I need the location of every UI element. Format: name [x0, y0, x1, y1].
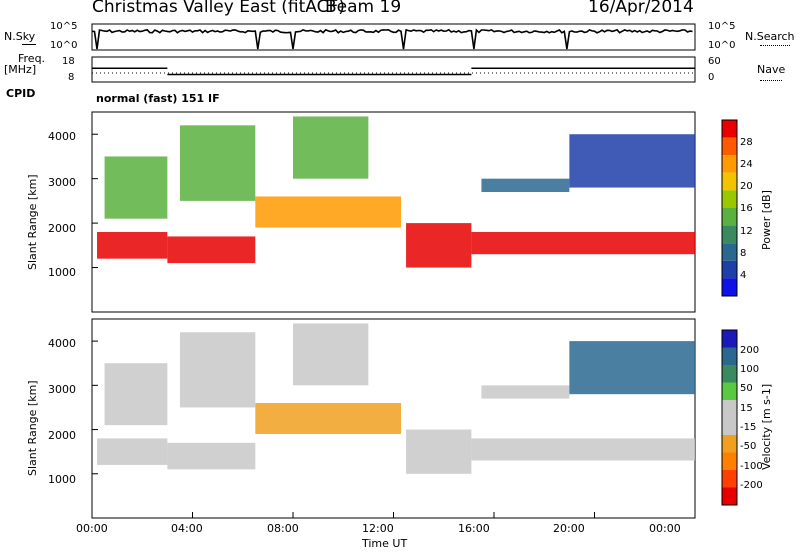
power-colorbar-seg-5 — [722, 208, 737, 226]
power-cb-tick-4: 4 — [740, 270, 747, 281]
noise-ytick-right-bottom: 10^0 — [708, 40, 736, 51]
beam-label: Beam 19 — [325, 0, 402, 17]
velocity-panel-echo-2 — [255, 403, 402, 434]
nsky-label: N.Sky — [4, 30, 36, 43]
nave-label: Nave — [757, 63, 786, 76]
power-colorbar-frame — [721, 119, 738, 297]
nave-ytick-right-bottom: 0 — [708, 72, 715, 83]
xtick-2400: 00:00 — [649, 522, 681, 535]
power-panel-frame — [91, 111, 696, 313]
velocity-panel-echo-0 — [97, 438, 168, 465]
cpid-value: normal (fast) 151 IF — [96, 92, 220, 105]
power-panel-echo-5 — [481, 178, 570, 192]
nave-ytick-right-top: 60 — [708, 56, 721, 67]
velocity-panel-echo-1 — [167, 442, 256, 470]
velocity-panel-echo-3 — [406, 429, 472, 474]
velocity-panel-echo-9 — [569, 341, 695, 395]
velocity-colorbar-seg-4 — [722, 400, 737, 418]
vel-cb-tick-100: 100 — [740, 364, 760, 375]
power-panel-echo-7 — [179, 125, 256, 201]
velocity-ytick-1000: 1000 — [48, 473, 76, 486]
freq-unit-label: [MHz] — [4, 63, 37, 76]
velocity-ytick-4000: 4000 — [48, 337, 76, 350]
velocity-colorbar-seg-3 — [722, 382, 737, 400]
velocity-colorbar-seg-0 — [722, 330, 737, 348]
noise-ytick-left-top: 10^5 — [50, 21, 78, 32]
power-ytick-2000: 2000 — [48, 222, 76, 235]
noise-series-line — [91, 28, 693, 50]
vel-cb-tick-200: 200 — [740, 345, 760, 356]
velocity-panel-echo-8 — [293, 323, 369, 386]
power-panel-echo-8 — [293, 116, 369, 179]
power-colorbar-seg-8 — [722, 260, 737, 279]
power-panel-echo-3 — [406, 223, 472, 268]
power-panel-echo-2 — [255, 196, 402, 228]
power-panel-echo-4 — [471, 232, 695, 255]
date-label: 16/Apr/2014 — [588, 0, 694, 17]
vel-cb-tick-m100: -100 — [740, 461, 763, 472]
velocity-colorbar-seg-5 — [722, 417, 737, 435]
xtick-0400: 04:00 — [171, 522, 203, 535]
power-panel-echo-1 — [167, 236, 256, 264]
nsearch-legend-line — [760, 45, 790, 46]
vel-cb-tick-m15: -15 — [740, 422, 757, 433]
velocity-colorbar-seg-2 — [722, 365, 737, 383]
velocity-colorbar-seg-8 — [722, 470, 737, 488]
power-colorbar-seg-0 — [722, 120, 737, 138]
freq-ytick-left-bottom: 8 — [68, 72, 75, 83]
power-colorbar-seg-6 — [722, 225, 737, 244]
station-title: Christmas Valley East (fitACF) — [92, 0, 345, 17]
power-cb-tick-24: 24 — [740, 159, 753, 170]
velocity-ytick-2000: 2000 — [48, 429, 76, 442]
power-colorbar-seg-2 — [722, 155, 737, 173]
nave-legend-line — [760, 80, 782, 81]
velocity-panel-echo-6 — [104, 363, 168, 426]
velocity-colorbar-seg-9 — [722, 487, 737, 505]
noise-ytick-right-top: 10^5 — [708, 21, 736, 32]
vel-cb-tick-m200: -200 — [740, 480, 763, 491]
power-panel-echo-9 — [569, 134, 695, 188]
noise-ytick-left-bottom: 10^0 — [50, 40, 78, 51]
xtick-0800: 08:00 — [267, 522, 299, 535]
velocity-colorbar-frame — [721, 329, 738, 506]
cpid-label: CPID — [6, 87, 36, 100]
power-ytick-3000: 3000 — [48, 176, 76, 189]
power-cb-tick-8: 8 — [740, 248, 747, 259]
velocity-ytick-3000: 3000 — [48, 383, 76, 396]
freq-panel-frame — [91, 56, 696, 83]
power-colorbar-seg-4 — [722, 190, 737, 208]
power-ytick-4000: 4000 — [48, 130, 76, 143]
xtick-0000: 00:00 — [76, 522, 108, 535]
freq-ytick-left-top: 18 — [62, 56, 75, 67]
power-cb-tick-16: 16 — [740, 203, 753, 214]
power-colorbar-seg-7 — [722, 243, 737, 261]
nsearch-label: N.Search — [745, 30, 795, 43]
velocity-colorbar-seg-1 — [722, 347, 737, 365]
xaxis-label: Time UT — [362, 537, 408, 550]
noise-panel-frame — [91, 23, 696, 51]
power-colorbar-seg-9 — [722, 278, 737, 296]
power-cb-tick-28: 28 — [740, 137, 753, 148]
velocity-colorbar-seg-7 — [722, 452, 737, 470]
power-colorbar-seg-3 — [722, 172, 737, 191]
freq-label: Freq. — [18, 52, 46, 65]
nsky-legend-line — [22, 44, 36, 45]
power-colorbar-seg-1 — [722, 137, 737, 156]
velocity-panel-echo-7 — [179, 332, 256, 408]
velocity-colorbar-seg-6 — [722, 435, 737, 453]
velocity-panel-echo-5 — [481, 385, 570, 399]
xtick-2000: 20:00 — [553, 522, 585, 535]
velocity-panel-echo-4 — [471, 438, 695, 461]
xtick-1600: 16:00 — [458, 522, 490, 535]
power-panel-echo-6 — [104, 156, 168, 219]
power-ytick-1000: 1000 — [48, 266, 76, 279]
power-panel-echo-0 — [97, 232, 168, 259]
xtick-1200: 12:00 — [362, 522, 394, 535]
vel-cb-tick-m50: -50 — [740, 441, 757, 452]
power-cb-tick-20: 20 — [740, 181, 753, 192]
vel-cb-tick-15: 15 — [740, 403, 753, 414]
power-cb-tick-12: 12 — [740, 226, 753, 237]
vel-cb-tick-50: 50 — [740, 383, 753, 394]
